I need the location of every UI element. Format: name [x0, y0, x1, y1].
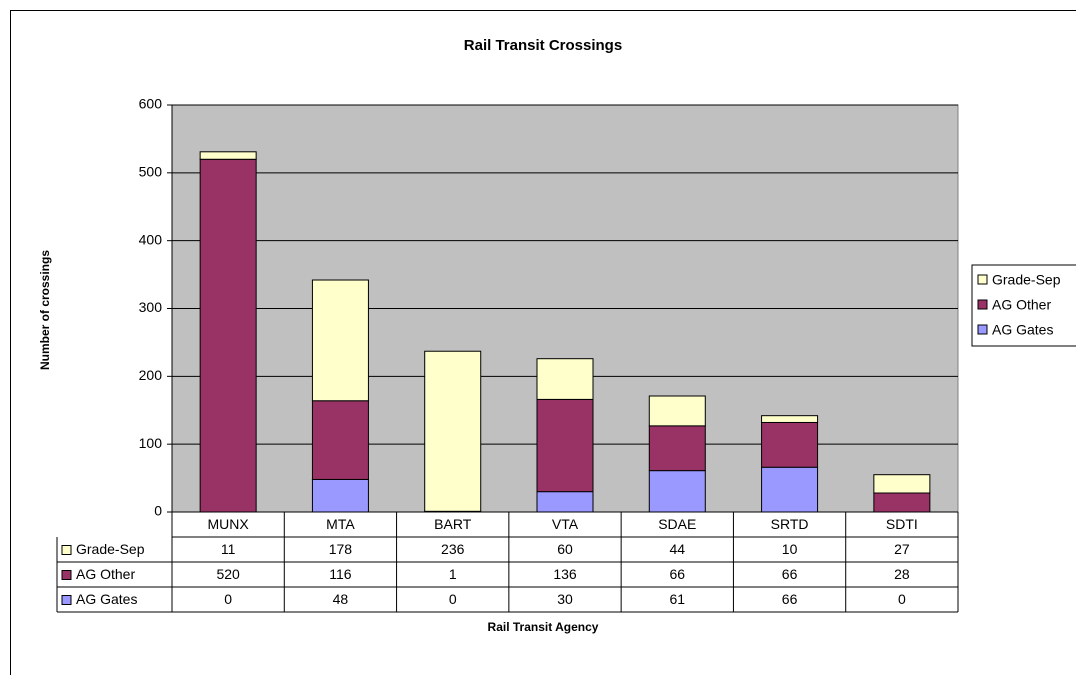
table-value: 11: [221, 541, 236, 557]
table-value: 116: [329, 566, 352, 582]
bar-segment: [648, 470, 706, 513]
bar-segment: [311, 478, 369, 513]
x-tick-label: SDAE: [658, 516, 696, 532]
x-tick-label: SDTI: [886, 516, 918, 532]
table-value: 30: [557, 591, 573, 607]
table-value: 66: [669, 566, 685, 582]
bar-segment: [761, 466, 819, 513]
table-value: 236: [441, 541, 465, 557]
table-value: 178: [329, 541, 353, 557]
x-tick-label: MUNX: [208, 516, 250, 532]
y-tick-label: 100: [139, 435, 163, 451]
table-value: 1: [449, 566, 457, 582]
table-value: 0: [449, 591, 457, 607]
bar-segment: [199, 151, 257, 160]
bar-segment: [761, 421, 819, 468]
bar-segment: [873, 492, 931, 513]
legend-key: [977, 299, 988, 310]
y-tick-label: 0: [154, 503, 162, 519]
table-value: 28: [894, 566, 910, 582]
table-row-label: Grade-Sep: [76, 541, 145, 557]
legend-key: [61, 545, 72, 555]
legend-key: [61, 595, 72, 605]
bar-segment: [311, 279, 369, 402]
bar-segment: [536, 491, 594, 513]
legend-label: Grade-Sep: [992, 272, 1061, 288]
y-tick-label: 600: [139, 96, 163, 112]
x-tick-label: VTA: [552, 516, 579, 532]
table-row-label: AG Gates: [76, 591, 137, 607]
table-value: 0: [224, 591, 232, 607]
table-value: 10: [782, 541, 798, 557]
legend-label: AG Gates: [992, 322, 1053, 338]
legend-label: AG Other: [992, 297, 1051, 313]
y-tick-label: 400: [139, 231, 163, 247]
table-value: 0: [898, 591, 906, 607]
legend-key: [977, 274, 988, 285]
x-tick-label: BART: [434, 516, 472, 532]
y-tick-label: 200: [139, 367, 163, 383]
table-value: 48: [333, 591, 349, 607]
table-value: 44: [669, 541, 685, 557]
table-value: 136: [553, 566, 577, 582]
bar-segment: [536, 398, 594, 493]
table-value: 66: [782, 591, 798, 607]
table-value: 27: [894, 541, 910, 557]
bar-segment: [536, 358, 594, 400]
y-tick-label: 500: [139, 164, 163, 180]
table-value: 61: [669, 591, 685, 607]
legend-key: [61, 570, 72, 580]
bar-segment: [648, 425, 706, 472]
bar-segment: [424, 350, 482, 512]
bar-segment: [873, 474, 931, 494]
x-axis-title: Rail Transit Agency: [488, 620, 599, 634]
x-tick-label: SRTD: [771, 516, 809, 532]
bar-segment: [648, 395, 706, 427]
y-axis-title: Number of crossings: [38, 250, 52, 370]
chart-title: Rail Transit Crossings: [464, 37, 622, 54]
bar-segment: [761, 415, 819, 423]
table-value: 60: [557, 541, 573, 557]
legend-box: [971, 264, 1076, 347]
table-value: 66: [782, 566, 798, 582]
bar-segment: [199, 158, 257, 513]
table-value: 520: [216, 566, 240, 582]
y-tick-label: 300: [139, 299, 163, 315]
x-tick-label: MTA: [326, 516, 355, 532]
table-row-label: AG Other: [76, 566, 135, 582]
bar-segment: [311, 400, 369, 480]
legend-key: [977, 324, 988, 335]
